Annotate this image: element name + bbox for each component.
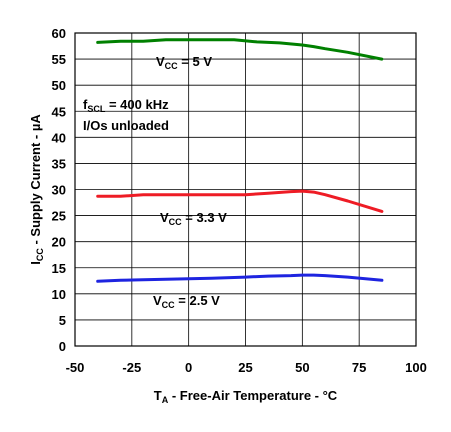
series-line-0	[96, 38, 384, 61]
y-tick-label: 10	[52, 287, 66, 302]
annotation-fscl: fSCL = 400 kHz	[83, 97, 169, 114]
y-tick-label: 40	[52, 130, 66, 145]
x-tick-label: -25	[122, 360, 141, 375]
series-label-2v5: VCC = 2.5 V	[153, 293, 220, 310]
y-tick-label: 35	[52, 156, 66, 171]
y-tick-label: 60	[52, 26, 66, 41]
annotation-ios-unloaded: I/Os unloaded	[83, 118, 169, 133]
y-tick-labels: 0 5 10 15 20 25 30 35 40 45 50 55 60	[52, 26, 66, 354]
x-tick-label: -50	[66, 360, 85, 375]
series-label-3v3: VCC = 3.3 V	[160, 210, 227, 227]
series-lines	[96, 38, 384, 283]
y-tick-label: 15	[52, 261, 66, 276]
x-tick-label: 50	[295, 360, 309, 375]
y-tick-label: 45	[52, 104, 66, 119]
grid-lines	[74, 32, 417, 347]
series-line-2	[96, 273, 384, 283]
series-line-1	[96, 189, 384, 213]
x-axis-label: TA - Free-Air Temperature - °C	[154, 388, 338, 405]
x-tick-label: 100	[405, 360, 427, 375]
y-axis-label: ICC - Supply Current - µA	[28, 114, 45, 265]
y-tick-label: 25	[52, 209, 66, 224]
y-tick-label: 5	[59, 313, 66, 328]
x-tick-label: 75	[352, 360, 366, 375]
x-tick-labels: -50 -25 0 25 50 75 100	[66, 360, 427, 375]
x-tick-label: 0	[185, 360, 192, 375]
y-tick-label: 0	[59, 339, 66, 354]
y-tick-label: 30	[52, 183, 66, 198]
series-label-5v: VCC = 5 V	[156, 54, 212, 71]
y-tick-label: 50	[52, 78, 66, 93]
x-tick-label: 25	[238, 360, 252, 375]
y-tick-label: 55	[52, 52, 66, 67]
y-tick-label: 20	[52, 235, 66, 250]
plot-frame	[74, 32, 417, 347]
